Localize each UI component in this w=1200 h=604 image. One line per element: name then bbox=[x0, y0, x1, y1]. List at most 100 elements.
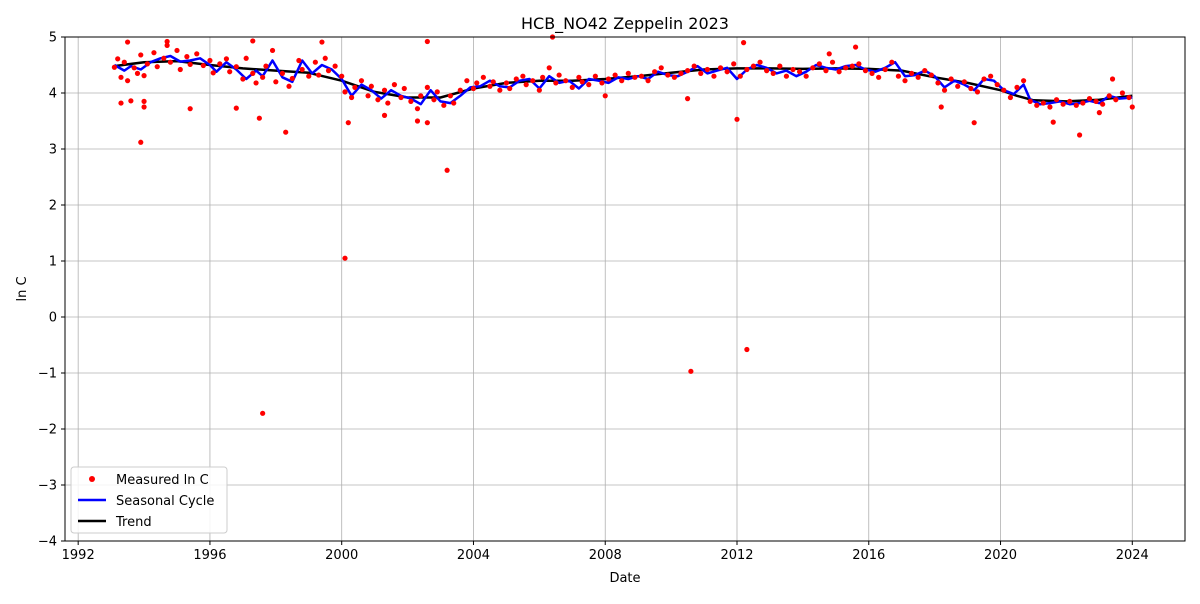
measured-point bbox=[1073, 102, 1079, 108]
measured-point bbox=[470, 85, 477, 92]
y-tick-label: 0 bbox=[49, 311, 57, 326]
measured-point bbox=[118, 100, 124, 106]
measured-point bbox=[836, 69, 842, 75]
x-tick-label: 2016 bbox=[852, 548, 885, 563]
measured-point bbox=[744, 66, 750, 73]
legend: Measured ln C Seasonal Cycle Trend bbox=[70, 466, 228, 534]
measured-point bbox=[342, 89, 348, 95]
measured-point bbox=[849, 63, 855, 69]
measured-point bbox=[625, 70, 631, 76]
measured-point bbox=[194, 51, 200, 57]
measured-point bbox=[227, 69, 233, 75]
measured-point bbox=[1086, 96, 1093, 102]
y-tick-label: 4 bbox=[49, 87, 57, 102]
measured-point bbox=[632, 74, 638, 80]
measured-point bbox=[207, 57, 213, 64]
measured-point bbox=[974, 89, 981, 95]
measured-point bbox=[546, 65, 552, 71]
measured-point bbox=[816, 61, 822, 67]
y-tick-label: 2 bbox=[49, 199, 57, 214]
measured-point bbox=[141, 73, 147, 79]
measured-point bbox=[325, 68, 332, 74]
measured-point bbox=[563, 78, 569, 84]
measured-point bbox=[269, 47, 276, 54]
measured-point bbox=[368, 83, 374, 89]
measured-point bbox=[408, 98, 414, 104]
measured-point bbox=[1113, 97, 1119, 103]
measured-point bbox=[961, 79, 967, 85]
measured-point bbox=[823, 68, 829, 74]
measured-point bbox=[1093, 98, 1099, 104]
measured-point bbox=[381, 112, 388, 118]
measured-point bbox=[902, 78, 908, 84]
measured-point bbox=[948, 76, 954, 82]
measured-point bbox=[691, 63, 697, 69]
y-tick-label: 3 bbox=[49, 143, 57, 158]
measured-point bbox=[1034, 102, 1040, 108]
measured-point bbox=[1053, 97, 1060, 103]
measured-point bbox=[717, 65, 724, 71]
legend-label-seasonal: Seasonal Cycle bbox=[116, 494, 214, 509]
measured-point bbox=[922, 68, 928, 74]
measured-point bbox=[569, 84, 575, 90]
seasonal-cycle-line bbox=[113, 54, 1133, 106]
x-tick-label: 2024 bbox=[1116, 548, 1149, 563]
measured-point bbox=[414, 118, 421, 124]
measured-point bbox=[174, 47, 180, 54]
measured-point bbox=[322, 55, 328, 61]
measured-point bbox=[279, 70, 286, 76]
measured-point bbox=[994, 82, 1000, 88]
measured-point bbox=[1119, 90, 1126, 96]
measured-point bbox=[750, 63, 757, 69]
measured-point bbox=[352, 84, 358, 90]
measured-point bbox=[401, 85, 407, 92]
x-tick-label: 2004 bbox=[457, 548, 490, 563]
measured-point bbox=[856, 61, 862, 67]
measured-point bbox=[177, 66, 183, 73]
measured-point bbox=[457, 87, 463, 93]
chart-title: HCB_NO42 Zeppelin 2023 bbox=[521, 14, 729, 34]
measured-point bbox=[698, 70, 704, 76]
measured-point bbox=[731, 61, 737, 67]
measured-point bbox=[424, 38, 430, 45]
measured-point bbox=[217, 61, 223, 67]
measured-point bbox=[744, 346, 750, 353]
measured-point bbox=[882, 66, 888, 73]
measured-point bbox=[200, 62, 206, 69]
legend-label-trend: Trend bbox=[115, 515, 152, 530]
x-tick-label: 1992 bbox=[62, 548, 95, 563]
measured-point bbox=[424, 84, 430, 90]
measured-point bbox=[1014, 84, 1020, 90]
measured-point bbox=[652, 69, 658, 75]
measured-point bbox=[843, 65, 849, 71]
measured-point bbox=[869, 70, 875, 76]
measured-point bbox=[319, 39, 325, 45]
measured-point bbox=[464, 78, 470, 84]
measured-point bbox=[540, 74, 546, 80]
measured-point bbox=[1106, 93, 1112, 99]
measured-point bbox=[124, 78, 131, 84]
measured-point bbox=[381, 87, 388, 93]
measured-point bbox=[134, 70, 141, 76]
measured-point bbox=[128, 98, 134, 104]
measured-point bbox=[1047, 104, 1053, 110]
measured-point bbox=[154, 64, 160, 70]
measured-point bbox=[599, 80, 605, 86]
measured-point bbox=[164, 42, 170, 49]
measured-point bbox=[671, 74, 678, 80]
measured-point bbox=[474, 80, 480, 86]
measured-point bbox=[1129, 104, 1135, 110]
measured-point bbox=[770, 70, 776, 76]
measured-point bbox=[645, 78, 651, 84]
measured-point bbox=[312, 59, 318, 65]
measured-point bbox=[210, 70, 216, 76]
measured-point bbox=[164, 38, 170, 45]
measured-point bbox=[250, 70, 256, 76]
measured-point bbox=[592, 73, 598, 79]
measured-point bbox=[678, 70, 684, 76]
measured-point bbox=[576, 74, 582, 80]
measured-point bbox=[115, 56, 121, 62]
measured-point bbox=[764, 68, 770, 74]
measured-point bbox=[1007, 94, 1014, 101]
